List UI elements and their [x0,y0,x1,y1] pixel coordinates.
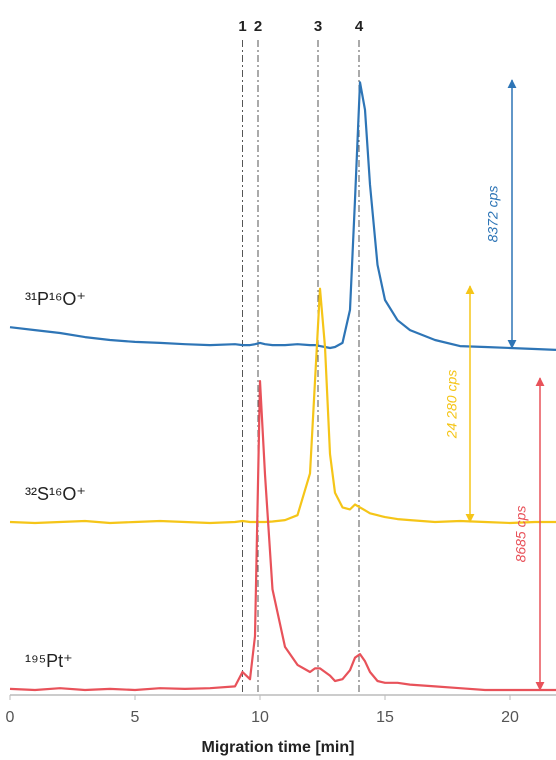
trace [9,287,556,525]
trace [9,380,556,692]
marker-label: 3 [314,18,322,35]
x-tick-label: 0 [6,709,15,726]
marker-label: 4 [355,18,364,35]
trace-label: ¹⁹⁵Pt⁺ [25,651,73,671]
marker-label: 2 [254,18,262,35]
x-tick-label: 15 [376,709,394,726]
span-label: 8685 cps [513,506,529,563]
marker-label: 1 [238,18,246,35]
trace [9,81,556,351]
trace-label: ³²S¹⁶O⁺ [25,484,86,504]
x-tick-label: 20 [501,709,519,726]
x-tick-label: 10 [251,709,269,726]
trace-label: ³¹P¹⁶O⁺ [25,289,86,309]
span-label: 8372 cps [485,186,501,243]
x-tick-label: 5 [131,709,140,726]
span-label: 24 280 cps [444,370,460,440]
x-axis-title: Migration time [min] [202,739,355,756]
